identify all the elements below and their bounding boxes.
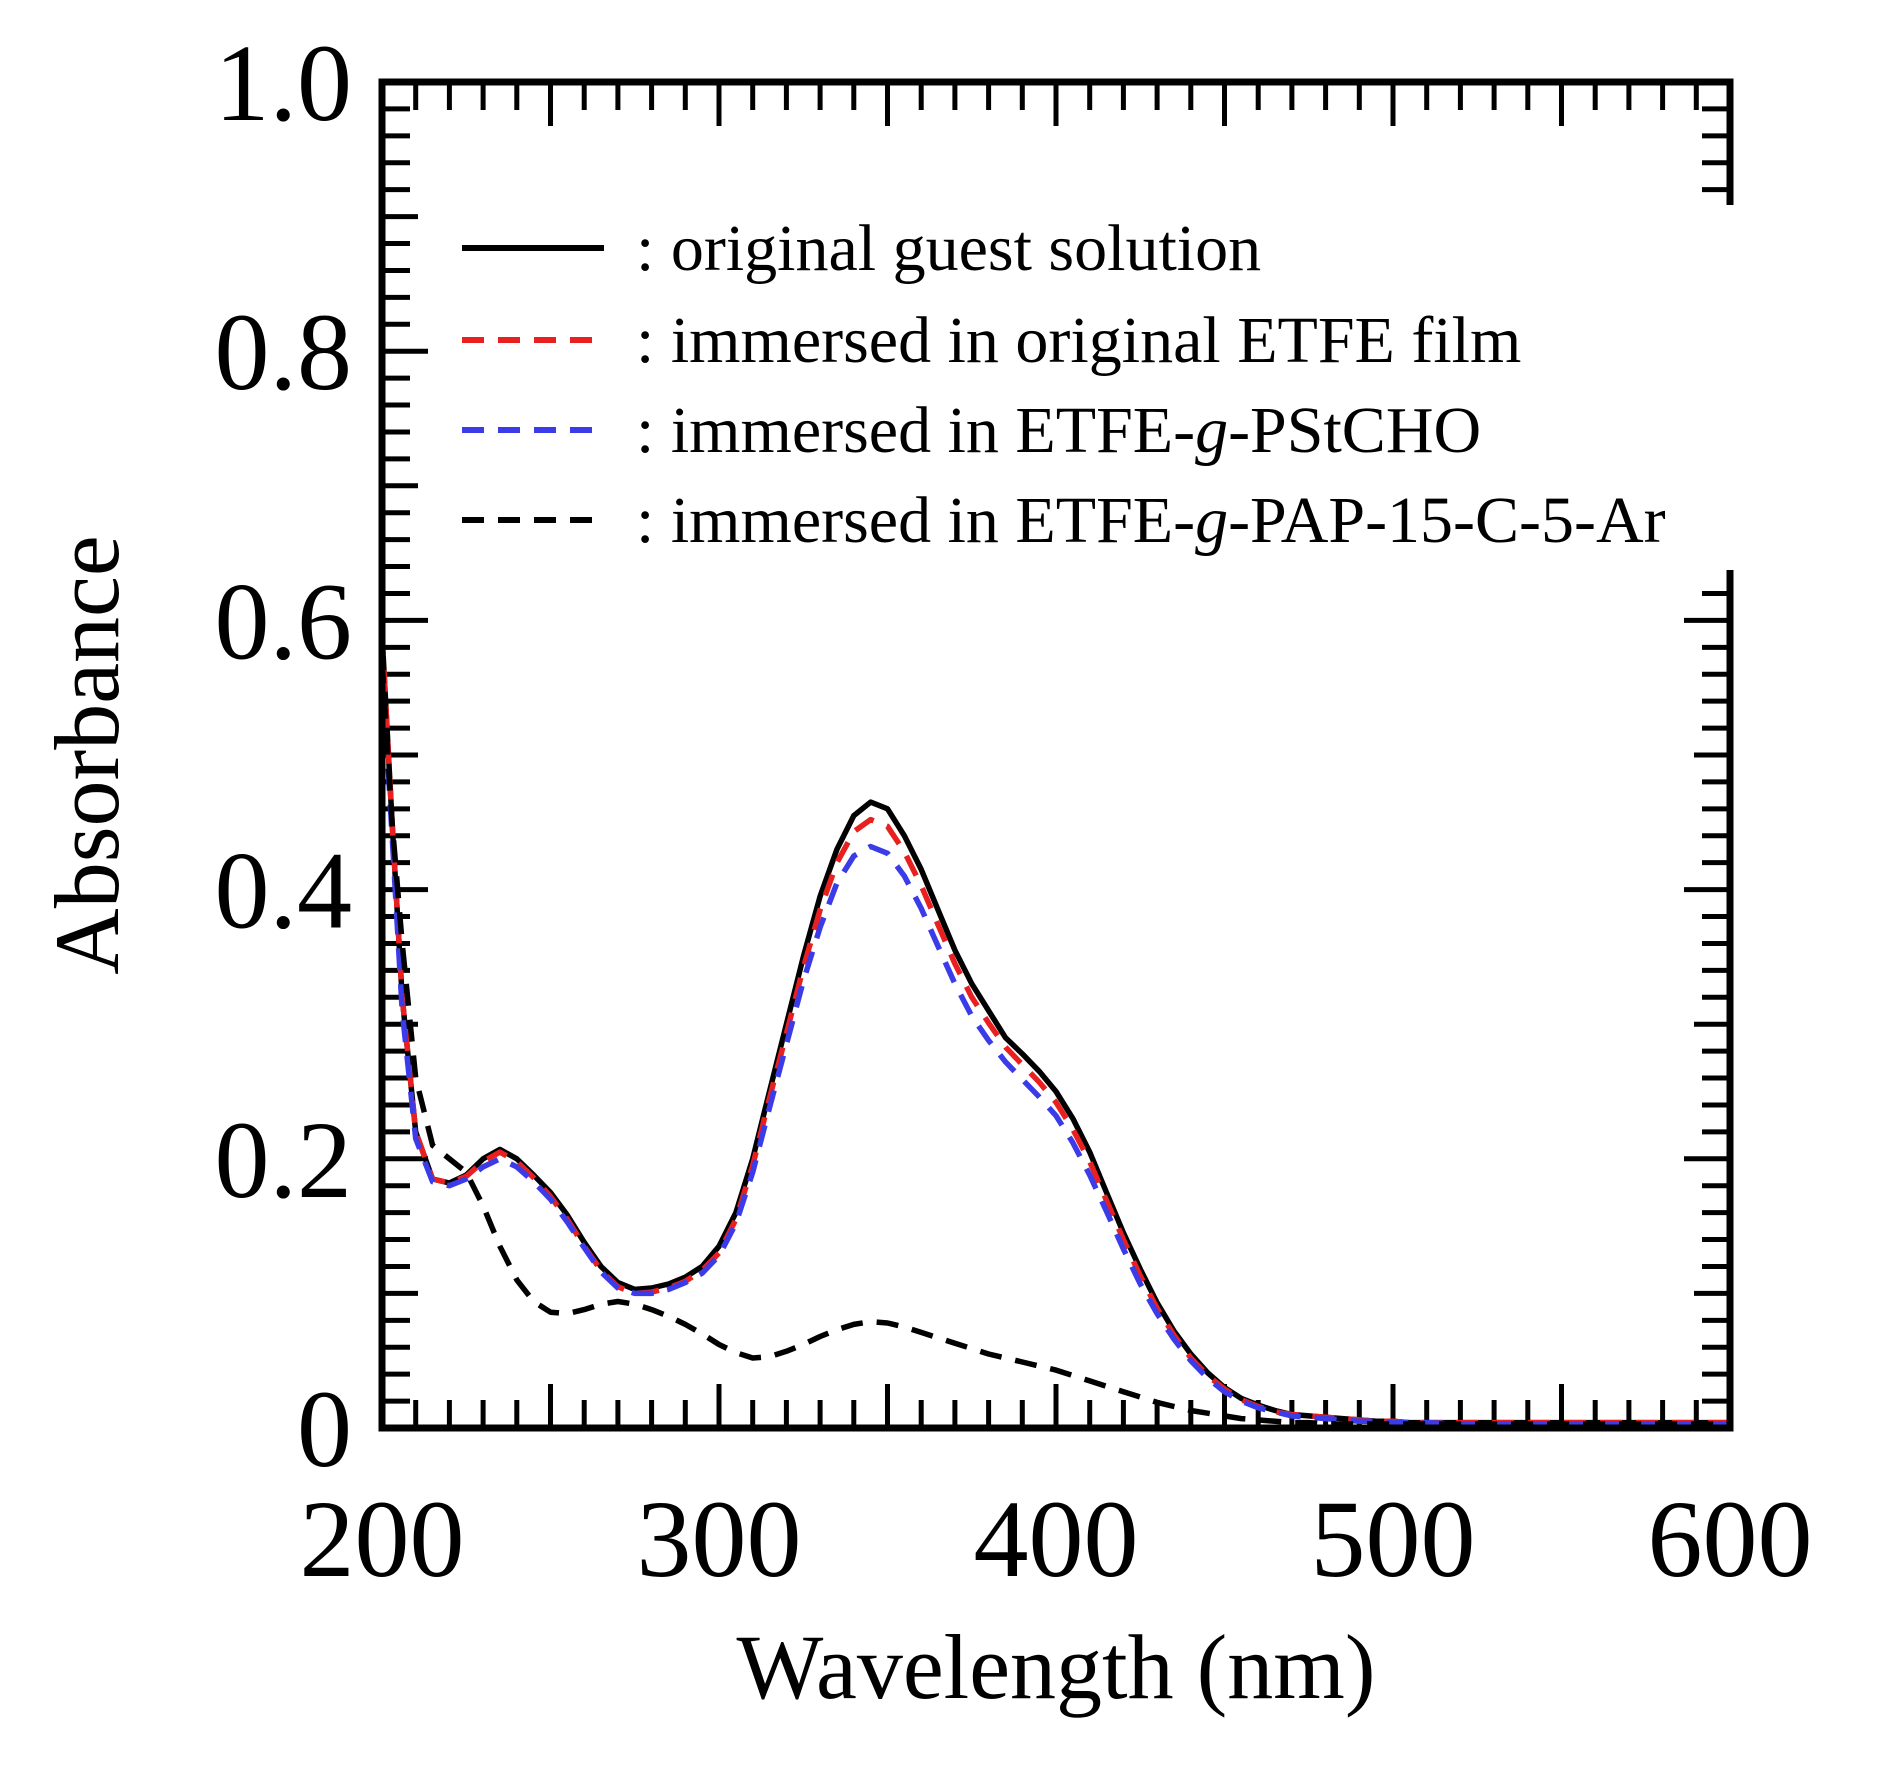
axis-ticks bbox=[379, 79, 1733, 1431]
series-line-2 bbox=[379, 633, 1730, 1426]
y-tick-label: 0.2 bbox=[215, 1099, 353, 1221]
series-line-1 bbox=[379, 633, 1730, 1426]
y-tick-label: 0.6 bbox=[215, 560, 353, 682]
x-tick-label: 200 bbox=[300, 1478, 465, 1600]
legend-label-1: : original guest solution bbox=[636, 212, 1261, 285]
x-tick-label: 500 bbox=[1311, 1478, 1476, 1600]
series-lines bbox=[379, 633, 1730, 1427]
tick-labels: 200 300 400 500 600 0 0.2 0.4 0.6 0.8 1.0 bbox=[215, 22, 1813, 1600]
y-tick-label: 0 bbox=[297, 1368, 352, 1490]
y-tick-label: 0.8 bbox=[215, 291, 353, 413]
legend-label-2: : immersed in original ETFE film bbox=[636, 304, 1521, 377]
legend: : original guest solution : immersed in o… bbox=[430, 205, 1808, 570]
x-tick-label: 300 bbox=[637, 1478, 802, 1600]
legend-label-3: : immersed in ETFE-g-PStCHO bbox=[636, 394, 1481, 467]
plot-frame bbox=[378, 78, 1734, 1432]
y-tick-label: 1.0 bbox=[215, 22, 353, 144]
x-axis-title: Wavelength (nm) bbox=[737, 1616, 1376, 1718]
legend-background bbox=[430, 205, 1808, 570]
legend-label-4: : immersed in ETFE-g-PAP-15-C-5-Ar bbox=[636, 484, 1666, 557]
x-tick-label: 400 bbox=[974, 1478, 1139, 1600]
series-line-4 bbox=[379, 660, 1730, 1427]
y-axis-title: Absorbance bbox=[36, 535, 138, 974]
x-tick-label: 600 bbox=[1648, 1478, 1813, 1600]
series-line-3 bbox=[379, 660, 1730, 1427]
y-tick-label: 0.4 bbox=[215, 830, 353, 952]
